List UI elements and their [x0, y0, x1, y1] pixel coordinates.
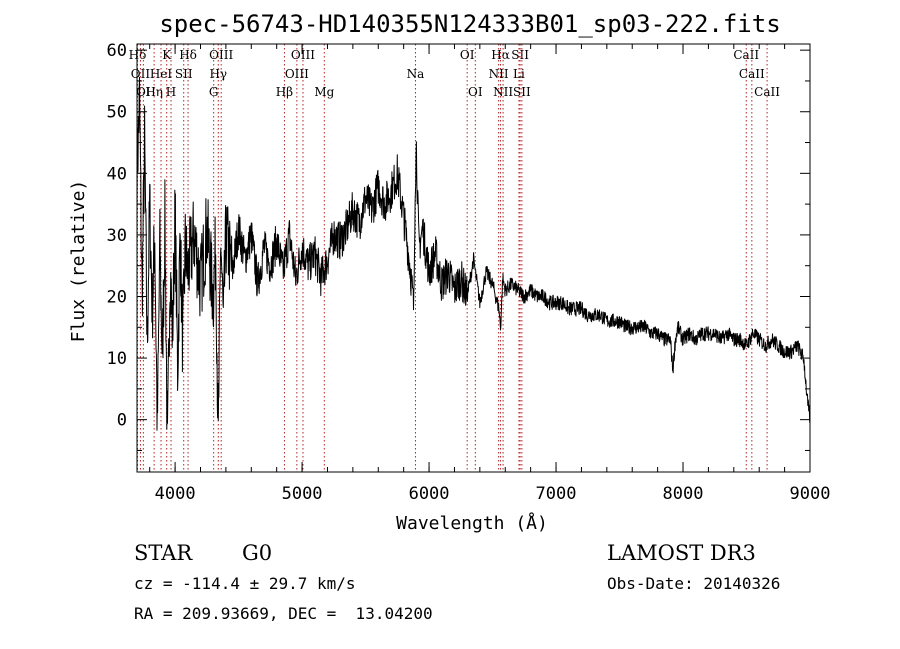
spectral-line-label-14: Na: [407, 67, 425, 81]
y-tick-label-3: 30: [107, 226, 127, 246]
y-tick-label-1: 10: [107, 349, 127, 369]
redshift-velocity: cz = -114.4 ± 29.7 km/s: [134, 574, 356, 593]
spectral-line-label-1: K: [162, 48, 172, 62]
spectral-line-label-21: G: [209, 85, 219, 99]
spectral-line-label-11: SII: [175, 67, 193, 81]
spectral-line-label-23: Mg: [314, 85, 334, 99]
spectral-line-label-20: H: [166, 85, 176, 99]
spectrum-line: [136, 76, 811, 431]
x-tick-label-2: 6000: [409, 484, 450, 504]
spectrum-series: [136, 76, 811, 431]
y-tick-label-6: 60: [107, 41, 127, 61]
spectral-line-label-17: CaII: [739, 67, 765, 81]
object-subclass: G0: [242, 541, 273, 565]
y-tick-label-5: 50: [107, 103, 127, 123]
spectral-line-label-2: Hδ: [179, 48, 197, 62]
spectral-line-label-3: OIII: [209, 48, 233, 62]
spectral-line-label-0: Hδ: [129, 48, 147, 62]
x-tick-label-5: 9000: [790, 484, 831, 504]
spectral-line-label-25: NII: [493, 85, 513, 99]
spectral-line-label-6: Hα: [491, 48, 510, 62]
x-tick-label-1: 5000: [282, 484, 323, 504]
x-tick-label-4: 8000: [663, 484, 704, 504]
x-tick-label-3: 7000: [536, 484, 577, 504]
y-tick-label-2: 20: [107, 287, 127, 307]
spectral-line-label-13: OIII: [285, 67, 309, 81]
spectral-line-label-27: CaII: [754, 85, 780, 99]
spectral-line-label-4: OIII: [291, 48, 315, 62]
observation-date: Obs-Date: 20140326: [607, 574, 781, 593]
coordinates: RA = 209.93669, DEC = 13.04200: [134, 604, 433, 623]
spectral-line-label-24: OI: [468, 85, 483, 99]
y-tick-label-0: 0: [117, 411, 127, 431]
y-axis-label: Flux (relative): [68, 180, 89, 343]
spectral-line-label-12: Hγ: [209, 67, 227, 81]
spectral-line-label-26: SII: [513, 85, 531, 99]
spectral-line-label-5: OI: [460, 48, 475, 62]
spectral-line-label-7: SII: [511, 48, 529, 62]
plot-frame: [136, 43, 811, 473]
axis-ticks: 4000 5000 6000 7000 8000 9000 0 10 20 30 40 50 60: [107, 41, 831, 504]
y-tick-label-4: 40: [107, 164, 127, 184]
spectral-line-label-8: CaII: [733, 48, 759, 62]
spectral-line-label-9: OII: [131, 67, 151, 81]
x-tick-label-0: 4000: [155, 484, 196, 504]
object-class: STAR: [134, 541, 193, 565]
spectral-line-label-15: NII: [489, 67, 509, 81]
survey-name: LAMOST DR3: [607, 541, 756, 565]
spectral-line-label-10: HeI: [150, 67, 173, 81]
spectral-line-label-16: Li: [513, 67, 525, 81]
chart-title: spec-56743-HD140355N124333B01_sp03-222.f…: [159, 10, 780, 38]
spectral-line-label-19: Hη: [145, 85, 163, 99]
x-axis-label: Wavelength (Å): [396, 512, 548, 534]
spectral-line-label-22: Hβ: [276, 85, 293, 99]
